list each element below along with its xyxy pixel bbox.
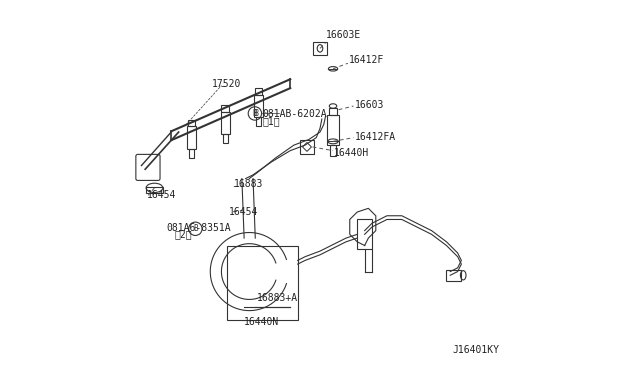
Bar xyxy=(300,140,314,154)
Text: 16454: 16454 xyxy=(147,190,177,200)
Text: 081AB-6202A: 081AB-6202A xyxy=(262,109,327,119)
Text: （2）: （2） xyxy=(174,230,192,239)
Bar xyxy=(357,219,372,249)
Bar xyxy=(187,126,196,149)
Text: J16401KY: J16401KY xyxy=(452,345,499,355)
Bar xyxy=(256,117,261,126)
Bar xyxy=(330,145,336,156)
Bar xyxy=(188,120,195,126)
Bar xyxy=(328,115,339,145)
Bar xyxy=(227,246,298,320)
Text: 16883: 16883 xyxy=(234,179,263,189)
Bar xyxy=(223,134,228,143)
Text: 16440N: 16440N xyxy=(244,317,279,327)
Text: B: B xyxy=(193,224,198,233)
Bar xyxy=(189,149,195,158)
Text: 16412FA: 16412FA xyxy=(355,132,396,141)
Text: 16603: 16603 xyxy=(355,100,384,110)
Bar xyxy=(147,187,163,193)
Text: 16883+A: 16883+A xyxy=(257,293,298,302)
Text: （1）: （1） xyxy=(262,116,280,126)
Text: B: B xyxy=(253,109,258,118)
Bar xyxy=(221,112,230,134)
Bar xyxy=(447,270,461,281)
Text: 081A6-8351A: 081A6-8351A xyxy=(167,223,232,232)
Text: B: B xyxy=(253,109,257,118)
Bar xyxy=(328,108,337,115)
Text: 16454: 16454 xyxy=(229,207,258,217)
Text: 16440H: 16440H xyxy=(334,148,369,158)
Bar xyxy=(255,88,262,95)
Text: 16412F: 16412F xyxy=(349,55,384,65)
Bar xyxy=(314,42,326,55)
Bar xyxy=(254,95,263,117)
Text: 17520: 17520 xyxy=(212,79,241,89)
Bar xyxy=(221,105,229,112)
Text: 16603E: 16603E xyxy=(326,31,361,40)
